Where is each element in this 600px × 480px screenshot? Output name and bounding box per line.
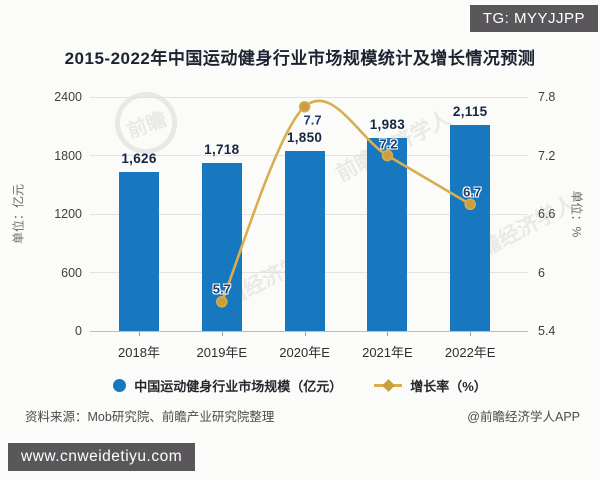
footer: 资料来源：Mob研究院、前瞻产业研究院整理 @前瞻经济学人APP bbox=[25, 406, 580, 425]
x-axis-tick bbox=[221, 332, 223, 336]
legend-label-growth-rate: 增长率（%） bbox=[410, 379, 487, 394]
line-point-label: 7.7 bbox=[303, 112, 322, 128]
x-axis-tick bbox=[470, 332, 472, 336]
bar-2022年E bbox=[450, 124, 491, 331]
x-axis-label: 2018年 bbox=[118, 345, 160, 360]
website-watermark-badge: www.cnweidetiyu.com bbox=[8, 443, 196, 471]
line-point-label: 6.7 bbox=[463, 184, 482, 200]
bar-value-label: 1,718 bbox=[204, 142, 240, 158]
bar-series-marker-icon bbox=[113, 379, 127, 392]
left-axis-tick: 0 bbox=[75, 324, 82, 338]
line-series-marker-icon bbox=[374, 379, 403, 392]
right-axis-tick: 7.8 bbox=[538, 90, 556, 104]
bar-value-label: 1,850 bbox=[286, 129, 323, 145]
right-axis-tick: 5.4 bbox=[538, 324, 556, 338]
line-point-marker bbox=[298, 101, 311, 113]
legend-label-market-size: 中国运动健身行业市场规模（亿元） bbox=[134, 379, 343, 394]
source-text: 资料来源：Mob研究院、前瞻产业研究院整理 bbox=[25, 410, 275, 424]
bar-2019年E bbox=[201, 163, 242, 331]
credit-text: @前瞻经济学人APP bbox=[467, 410, 580, 424]
line-point-label: 5.7 bbox=[212, 281, 231, 297]
left-axis-tick: 1200 bbox=[54, 207, 82, 221]
x-axis-tick bbox=[304, 332, 306, 336]
x-axis-tick bbox=[139, 332, 140, 336]
bar-2020年E bbox=[284, 150, 325, 331]
bar-2021年E bbox=[367, 137, 408, 331]
gridline bbox=[90, 96, 528, 98]
x-axis-tick bbox=[387, 332, 389, 336]
x-axis-label: 2022年E bbox=[444, 345, 496, 360]
bar-value-label: 2,115 bbox=[452, 103, 488, 119]
bar-value-label: 1,983 bbox=[369, 116, 406, 132]
legend: 中国运动健身行业市场规模（亿元） 增长率（%） bbox=[0, 376, 600, 395]
x-axis-label: 2019年E bbox=[196, 345, 248, 360]
left-axis-tick: 600 bbox=[61, 265, 82, 280]
right-axis-tick: 7.2 bbox=[538, 148, 556, 163]
bar-value-label: 1,626 bbox=[121, 151, 157, 167]
legend-item-market-size: 中国运动健身行业市场规模（亿元） bbox=[113, 376, 342, 395]
bar-2018年 bbox=[119, 172, 159, 331]
legend-item-growth-rate: 增长率（%） bbox=[374, 376, 487, 395]
telegram-watermark-badge: TG: MYYJJPP bbox=[469, 5, 598, 32]
left-axis-tick: 1800 bbox=[54, 148, 82, 163]
gridline bbox=[90, 330, 528, 332]
line-point-label: 7.2 bbox=[379, 136, 398, 151]
right-axis-tick: 6.6 bbox=[538, 207, 556, 221]
right-axis-tick: 6 bbox=[538, 265, 545, 280]
x-axis-label: 2021年E bbox=[362, 345, 413, 360]
left-axis-tick: 2400 bbox=[54, 90, 82, 104]
chart-title: 2015-2022年中国运动健身行业市场规模统计及增长情况预测 bbox=[64, 49, 536, 68]
x-axis-label: 2020年E bbox=[279, 345, 330, 360]
